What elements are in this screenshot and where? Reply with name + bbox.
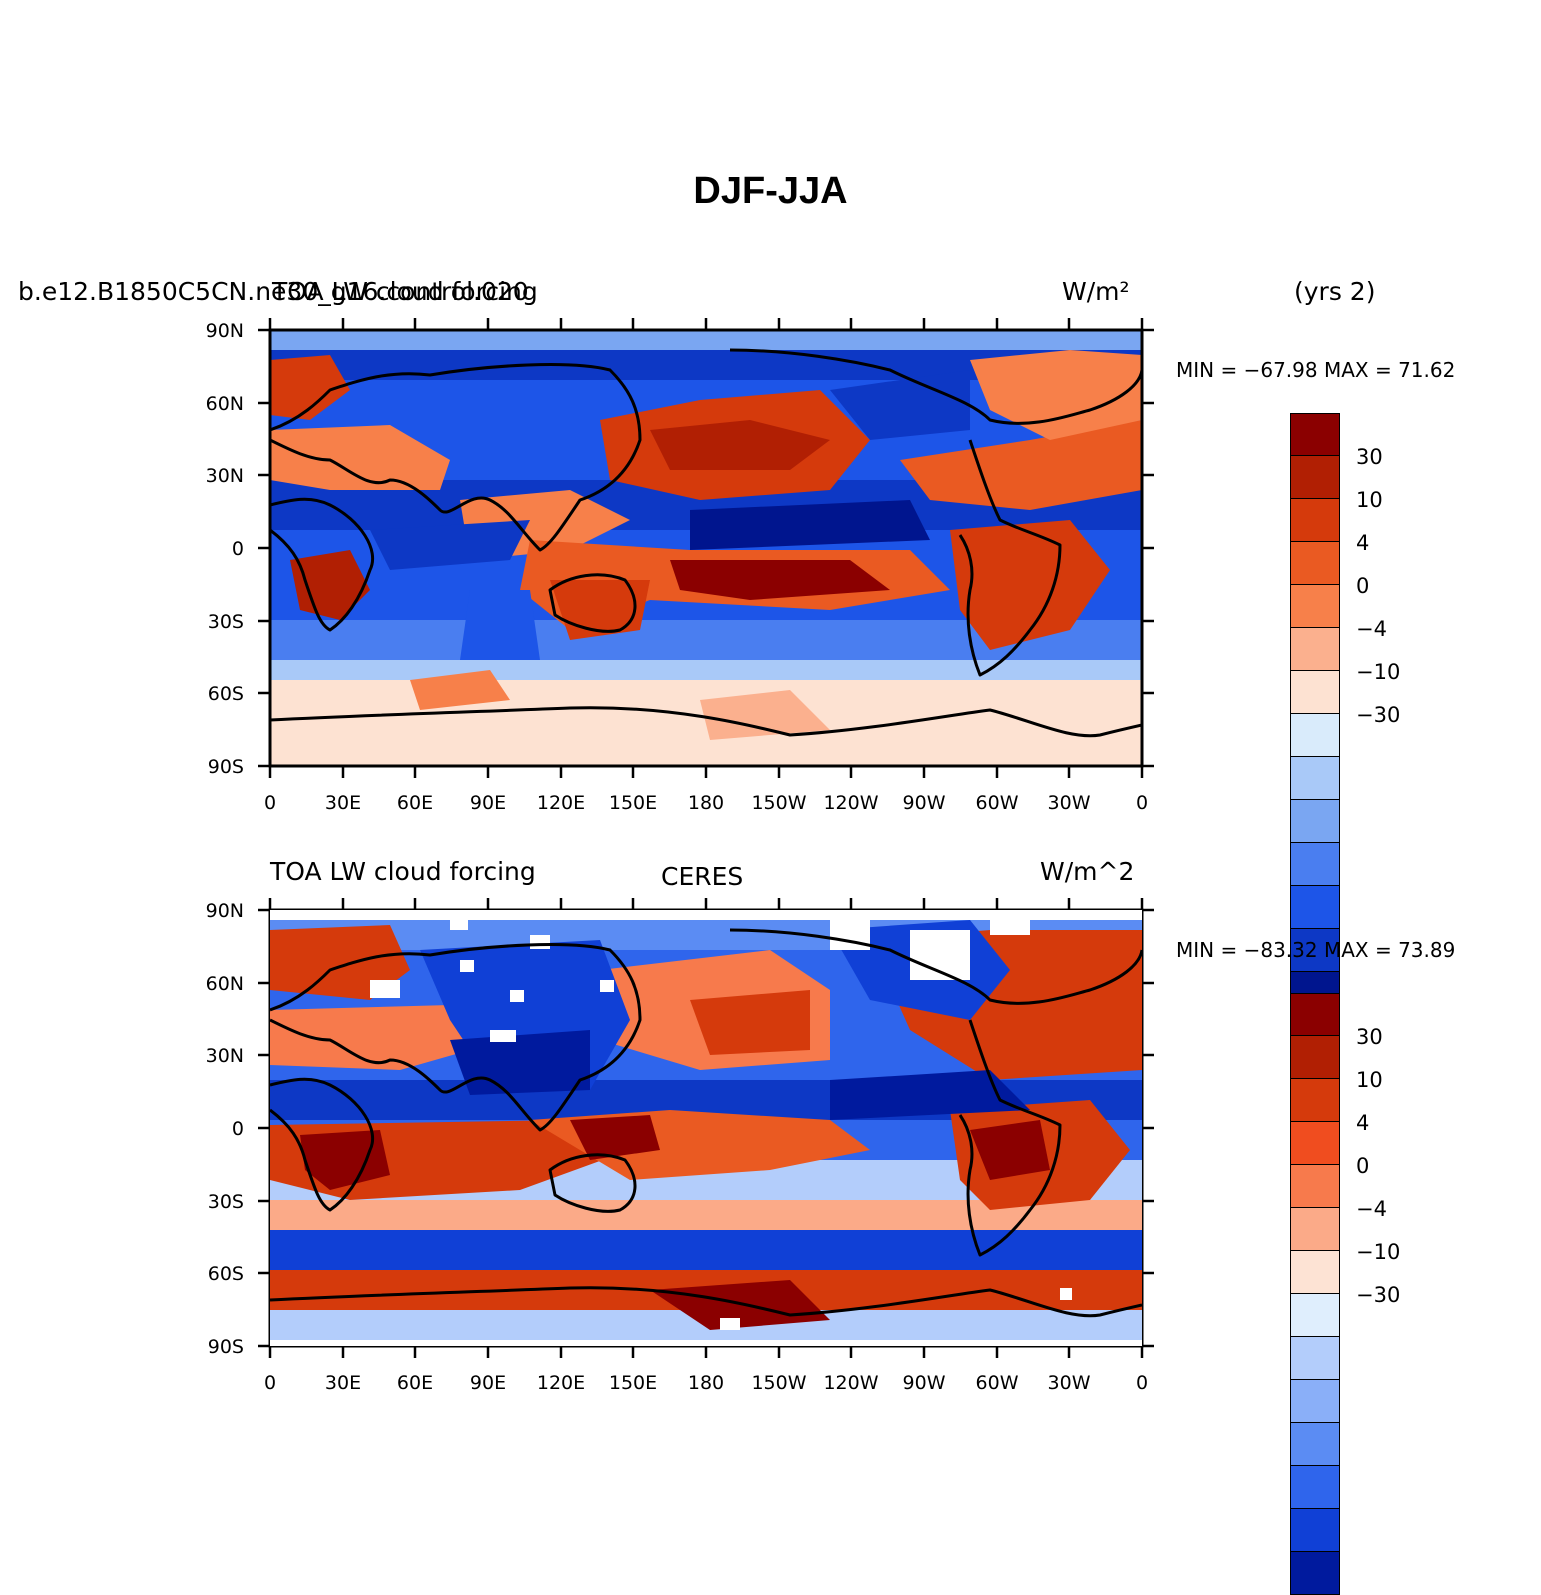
- panel2-colorbar-label: −4: [1356, 1197, 1387, 1221]
- colorbar-swatch: [1290, 413, 1340, 456]
- colorbar-swatch: [1290, 1208, 1340, 1251]
- panel1-lon-label: 90W: [903, 792, 946, 814]
- panel1-lon-label: 60W: [976, 792, 1019, 814]
- panel1-colorbar-label: 10: [1356, 488, 1383, 512]
- figure-title: DJF-JJA: [693, 170, 848, 212]
- panel2-map: [270, 910, 1142, 1346]
- colorbar-swatch: [1290, 1423, 1340, 1466]
- panel1-variable-title: TOA LW cloud forcing: [272, 277, 538, 306]
- colorbar-swatch: [1290, 1294, 1340, 1337]
- panel2-lon-label: 60W: [976, 1372, 1019, 1394]
- panel1-lon-label: 30W: [1048, 792, 1091, 814]
- panel2-lon-label: 0: [264, 1372, 276, 1394]
- panel2-lon-label: 180: [688, 1372, 724, 1394]
- panel1-lon-label: 60E: [397, 792, 433, 814]
- colorbar-swatch: [1290, 1380, 1340, 1423]
- panel2-lon-label: 0: [1136, 1372, 1148, 1394]
- panel2-lon-label: 60E: [397, 1372, 433, 1394]
- panel2-colorbar-label: −30: [1356, 1283, 1401, 1307]
- panel1-map: [270, 330, 1142, 766]
- colorbar-swatch: [1290, 456, 1340, 499]
- panel1-colorbar: [1290, 413, 1340, 1015]
- panel2-lon-label: 90W: [903, 1372, 946, 1394]
- panel1-lon-label: 120E: [537, 792, 585, 814]
- panel1-lon-label: 150W: [751, 792, 806, 814]
- colorbar-swatch: [1290, 843, 1340, 886]
- panel1-lon-label: 90E: [470, 792, 506, 814]
- panel2-lon-label: 150W: [751, 1372, 806, 1394]
- panel1-lat-label: 90N: [206, 320, 244, 342]
- panel2-colorbar-label: 0: [1356, 1154, 1370, 1178]
- panel2-lon-label: 120W: [823, 1372, 878, 1394]
- panel1-colorbar-label: 30: [1356, 445, 1383, 469]
- panel2-lon-label: 120E: [537, 1372, 585, 1394]
- panel1-lon-label: 120W: [823, 792, 878, 814]
- panel2-lon-label: 30E: [325, 1372, 361, 1394]
- panel1-lat-label: 90S: [208, 756, 244, 778]
- panel1-case-title: b.e12.B1850C5CN.ne30_g16.control.020: [18, 277, 529, 306]
- panel2-lon-label: 90E: [470, 1372, 506, 1394]
- panel1-min-max: MIN = −67.98 MAX = 71.62: [1176, 358, 1456, 382]
- panel1-lat-label: 60N: [206, 393, 244, 415]
- colorbar-swatch: [1290, 1552, 1340, 1595]
- colorbar-swatch: [1290, 993, 1340, 1036]
- panel2-lat-label: 90N: [206, 900, 244, 922]
- panel1-colorbar-label: 0: [1356, 574, 1370, 598]
- panel1-colorbar-label: −4: [1356, 617, 1387, 641]
- colorbar-swatch: [1290, 1509, 1340, 1552]
- panel1-lat-label: 0: [232, 538, 244, 560]
- colorbar-swatch: [1290, 1036, 1340, 1079]
- colorbar-swatch: [1290, 800, 1340, 843]
- panel2-lat-label: 90S: [208, 1336, 244, 1358]
- panel2-lat-label: 30S: [208, 1191, 244, 1213]
- panel1-lat-label: 30S: [208, 611, 244, 633]
- colorbar-swatch: [1290, 542, 1340, 585]
- panel2-lon-label: 30W: [1048, 1372, 1091, 1394]
- colorbar-swatch: [1290, 1122, 1340, 1165]
- panel1-lat-label: 30N: [206, 465, 244, 487]
- colorbar-swatch: [1290, 585, 1340, 628]
- colorbar-swatch: [1290, 757, 1340, 800]
- panel1-lat-label: 60S: [208, 683, 244, 705]
- colorbar-swatch: [1290, 1079, 1340, 1122]
- panel1-colorbar-label: −10: [1356, 660, 1401, 684]
- colorbar-swatch: [1290, 714, 1340, 757]
- panel2-colorbar-label: 10: [1356, 1068, 1383, 1092]
- panel2-lon-label: 150E: [609, 1372, 657, 1394]
- panel1-colorbar-label: −30: [1356, 703, 1401, 727]
- colorbar-swatch: [1290, 886, 1340, 929]
- panel1-lon-label: 0: [1136, 792, 1148, 814]
- panel2-colorbar-label: −10: [1356, 1240, 1401, 1264]
- panel1-units: W/m²: [1062, 277, 1130, 306]
- panel2-lat-label: 0: [232, 1118, 244, 1140]
- panel2-lat-label: 60S: [208, 1263, 244, 1285]
- panel2-variable-title: TOA LW cloud forcing: [270, 857, 536, 886]
- colorbar-swatch: [1290, 1165, 1340, 1208]
- colorbar-swatch: [1290, 1466, 1340, 1509]
- panel2-lat-label: 60N: [206, 973, 244, 995]
- panel1-lon-label: 180: [688, 792, 724, 814]
- panel1-lon-label: 30E: [325, 792, 361, 814]
- panel2-lat-label: 30N: [206, 1045, 244, 1067]
- panel1-lon-label: 150E: [609, 792, 657, 814]
- panel2-dataset-title: CERES: [661, 862, 744, 891]
- panel2-units: W/m^2: [1040, 857, 1135, 886]
- colorbar-swatch: [1290, 499, 1340, 542]
- panel2-colorbar-label: 30: [1356, 1025, 1383, 1049]
- panel2-colorbar-label: 4: [1356, 1111, 1370, 1135]
- colorbar-swatch: [1290, 628, 1340, 671]
- panel1-lon-label: 0: [264, 792, 276, 814]
- panel1-years-label: (yrs 2): [1294, 277, 1376, 306]
- panel1-colorbar-label: 4: [1356, 531, 1370, 555]
- panel2-colorbar: [1290, 993, 1340, 1595]
- colorbar-swatch: [1290, 671, 1340, 714]
- colorbar-swatch: [1290, 1251, 1340, 1294]
- panel2-min-max: MIN = −83.32 MAX = 73.89: [1176, 938, 1456, 962]
- colorbar-swatch: [1290, 1337, 1340, 1380]
- colorbar-swatch: [1290, 929, 1340, 972]
